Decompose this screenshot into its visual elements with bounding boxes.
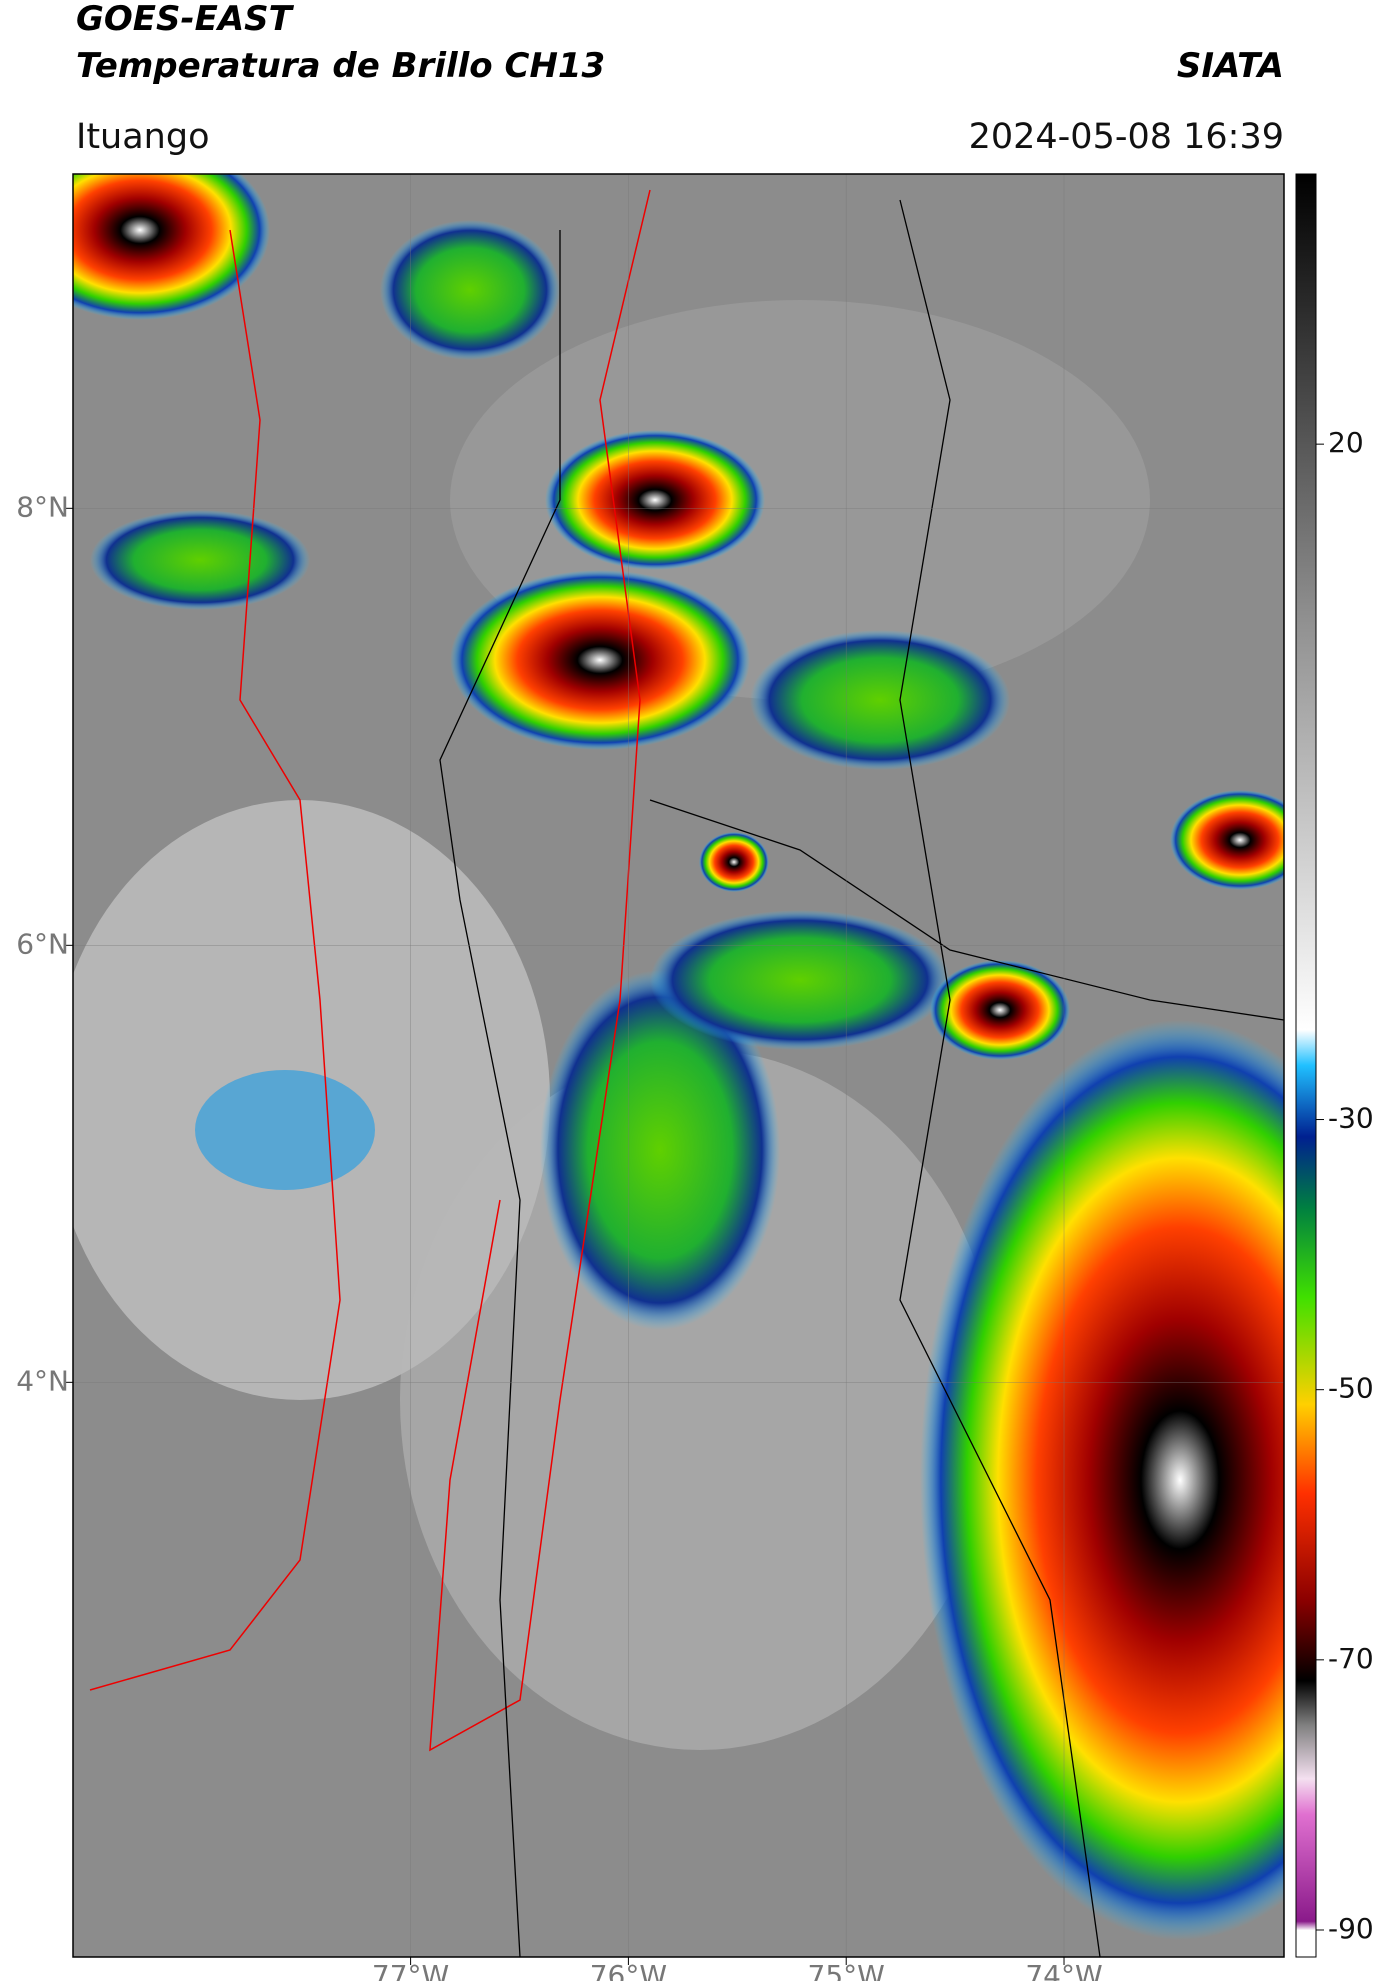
y-tick-label: 8°N xyxy=(16,490,69,523)
y-tick-label: 6°N xyxy=(16,927,69,960)
colorbar xyxy=(1295,173,1317,1958)
source: SIATA xyxy=(1177,46,1284,86)
satellite-image xyxy=(73,174,1284,1957)
y-tick-label: 4°N xyxy=(16,1364,69,1397)
x-tick-label: 75°W xyxy=(808,1959,885,1981)
colorbar-tick-label: -30 xyxy=(1328,1102,1374,1135)
x-tick-label: 76°W xyxy=(590,1959,667,1981)
colorbar-tick-label: -50 xyxy=(1328,1372,1374,1405)
grid xyxy=(73,174,1284,1957)
colorbar-tick-label: 20 xyxy=(1328,426,1364,459)
title: Temperatura de Brillo CH13 xyxy=(76,46,605,86)
colorbar-tick-label: -70 xyxy=(1328,1642,1374,1675)
colorbar-tick-label: -90 xyxy=(1328,1912,1374,1945)
map-frame xyxy=(72,173,1285,1958)
x-tick-label: 74°W xyxy=(1025,1959,1102,1981)
title: GOES-EAST xyxy=(76,0,295,39)
x-tick-label: 77°W xyxy=(372,1959,449,1981)
timestamp: 2024-05-08 16:39 xyxy=(969,117,1284,157)
location: Ituango xyxy=(76,117,210,157)
